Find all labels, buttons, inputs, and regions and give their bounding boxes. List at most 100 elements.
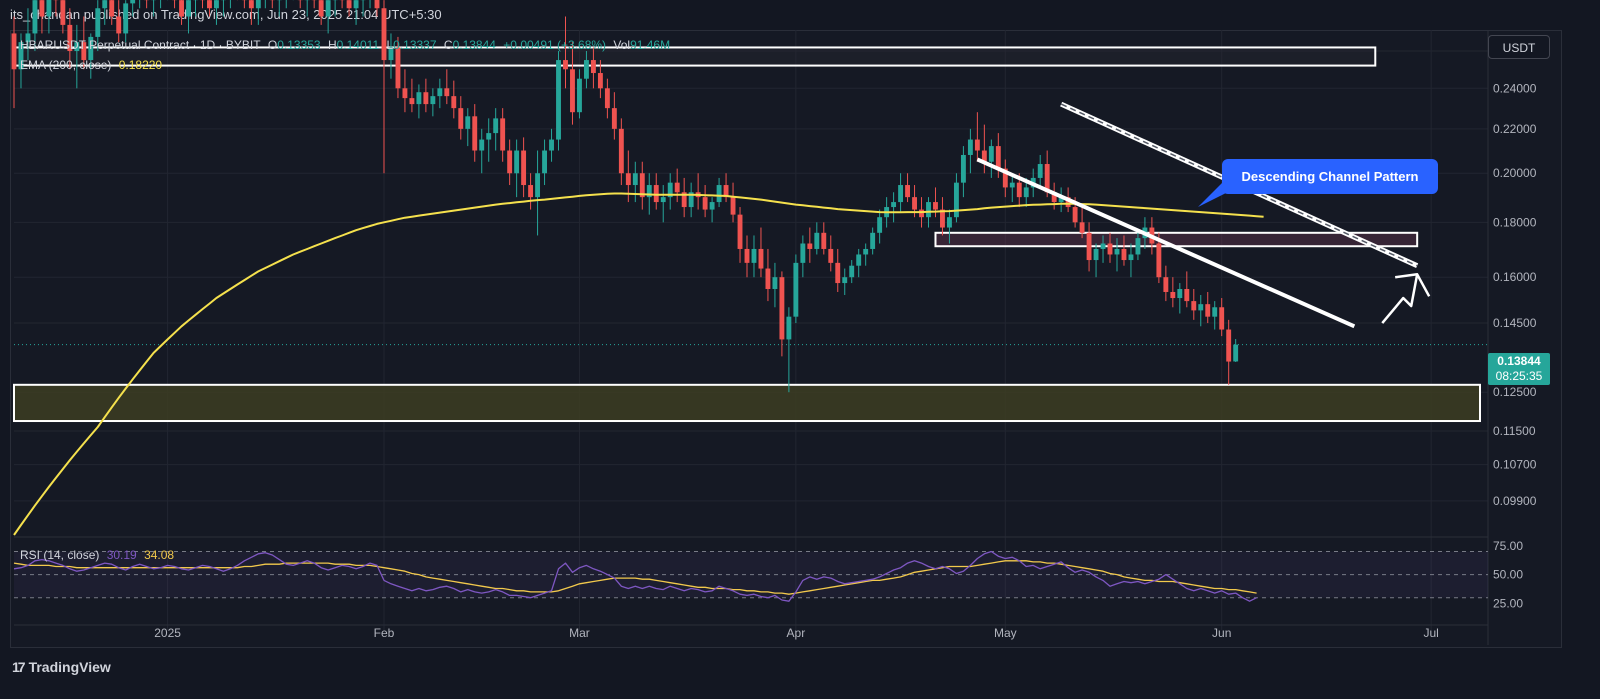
candle-body [953, 182, 959, 218]
candle-body [465, 116, 471, 129]
candle-body [102, 0, 108, 9]
candle-body [807, 243, 813, 249]
candle-body [995, 146, 1001, 169]
candle-body [25, 33, 31, 43]
ema-line [13, 192, 1264, 536]
candle-body [74, 42, 80, 52]
candle-body [856, 254, 862, 266]
candle-body [660, 197, 666, 203]
candle-body [409, 98, 415, 105]
time-tick-label: Feb [374, 626, 395, 640]
candle-body [1184, 288, 1190, 302]
open-value: 0.13353 [277, 38, 321, 52]
time-tick-label: Apr [787, 626, 806, 640]
candle-body [667, 182, 673, 198]
candle-body [597, 73, 603, 89]
candle-body [507, 150, 513, 174]
candle-body [849, 265, 855, 278]
currency-button[interactable]: USDT [1488, 35, 1550, 59]
candle-body [353, 0, 359, 9]
time-tick-label: May [994, 626, 1017, 640]
candle-body [835, 262, 841, 284]
candle-body [863, 248, 869, 255]
candle-body [60, 0, 66, 25]
candle-body [528, 185, 534, 198]
drawings [976, 101, 1431, 329]
candle-body [423, 92, 429, 105]
ohlc-legend: HBARUSDT Perpetual Contract · 1D · BYBIT… [20, 38, 674, 52]
tradingview-logo-icon: 17 [12, 659, 26, 675]
time-tick-label: Jun [1212, 626, 1231, 640]
ema-value: 0.18220 [118, 58, 163, 72]
ema-legend: EMA (200, close) 0.18220 [20, 58, 166, 72]
price-tick-label: 0.20000 [1493, 166, 1537, 180]
price-tick-label: 0.11500 [1493, 424, 1536, 438]
change-value: +0.00491 (+3.68%) [503, 38, 607, 52]
candle-body [709, 202, 715, 210]
candle-body [940, 209, 945, 228]
candle-body [583, 60, 589, 79]
rsi-panel [13, 550, 1488, 602]
candle-body [1170, 291, 1176, 299]
candle-body [549, 139, 554, 151]
candle-body [919, 209, 924, 218]
candle-body [39, 0, 45, 17]
candle-body [639, 173, 645, 198]
candle-body [472, 116, 478, 151]
rsi-label: RSI (14, close) [20, 548, 100, 562]
high-value: 0.14011 [336, 38, 380, 52]
candle-body [744, 248, 750, 263]
candle-body [1114, 248, 1120, 255]
tradingview-logo[interactable]: 17 TradingView [12, 659, 111, 675]
candle-body [898, 185, 904, 203]
zones [13, 46, 1481, 423]
candle-body [1128, 254, 1134, 261]
candle-body [772, 277, 778, 289]
price-tick-label: 0.24000 [1493, 81, 1537, 95]
candle-body [674, 182, 680, 193]
candle-body [1177, 288, 1183, 299]
candle-body [179, 0, 184, 17]
grid [14, 30, 1489, 645]
candle-body [625, 173, 631, 186]
candle-body [828, 248, 834, 263]
candle-body [604, 88, 610, 109]
candle-body [214, 0, 219, 9]
descending-channel-label[interactable]: Descending Channel Pattern [1222, 159, 1438, 194]
candle-body [1212, 307, 1218, 317]
price-tick-label: 0.14500 [1493, 316, 1537, 330]
candle-body [1205, 304, 1211, 317]
ema-line-layer [13, 192, 1264, 536]
candle-body [116, 16, 122, 34]
candle-body [325, 0, 331, 17]
time-tick-label: Jul [1423, 626, 1438, 640]
high-label: H [327, 38, 337, 52]
vol-label: Vol [613, 38, 631, 52]
candle-body [81, 42, 87, 61]
price-tick-label: 0.22000 [1493, 122, 1537, 136]
candle-body [1065, 197, 1071, 208]
candle-body [618, 128, 624, 174]
candle-body [500, 118, 506, 151]
rsi-ma-line [13, 560, 1257, 595]
candle-body [248, 0, 254, 9]
candle-body [653, 185, 659, 203]
rsi-line [13, 550, 1257, 602]
candle-body [95, 8, 101, 37]
price-tick-label: 0.18000 [1493, 215, 1537, 229]
last-price-tag: 0.13844 08:25:35 [1488, 353, 1550, 385]
candle-body [458, 108, 464, 129]
candle-body [535, 173, 541, 198]
candle-body [842, 277, 848, 284]
candle-body [1072, 207, 1078, 223]
breakout-arrow-head [1395, 273, 1431, 297]
candle-body [1079, 222, 1085, 233]
candle-body [1121, 248, 1127, 261]
candle-body [765, 268, 771, 289]
candle-body [1093, 248, 1099, 261]
price-tick-label: 0.10700 [1493, 458, 1537, 472]
candle-body [1163, 277, 1169, 292]
price-tick-label: 0.09900 [1493, 494, 1537, 508]
footer-bar [0, 652, 1600, 699]
